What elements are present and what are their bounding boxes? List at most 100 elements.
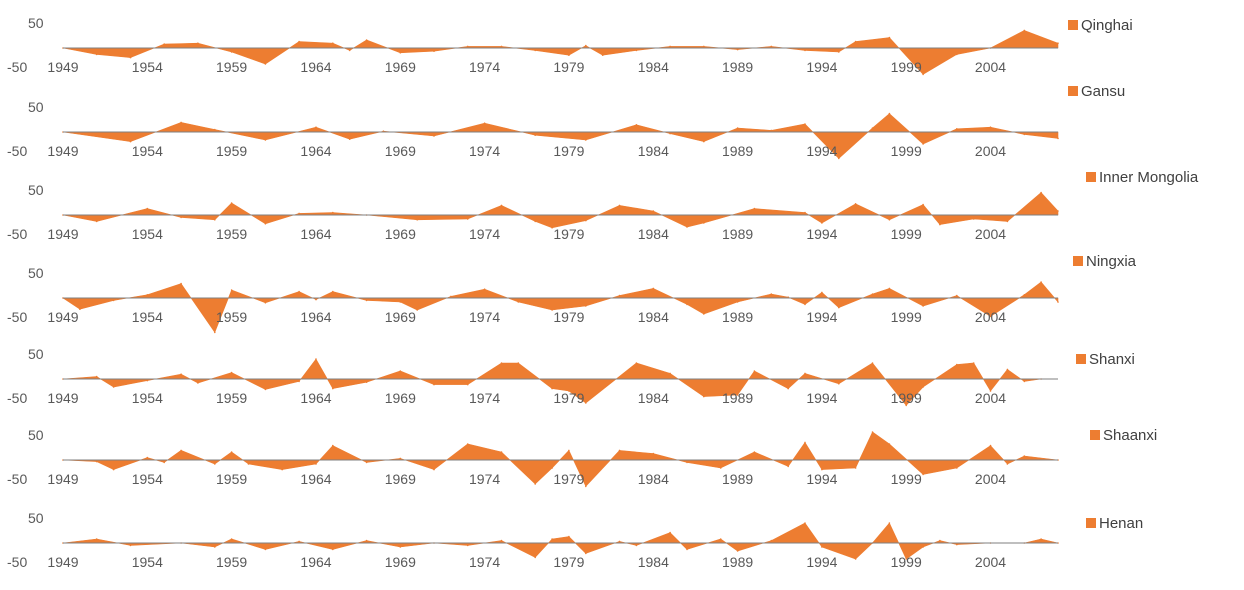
data-point: [500, 45, 503, 48]
x-tick-label: 1994: [806, 390, 837, 406]
data-point: [838, 306, 840, 309]
x-tick-label: 1964: [300, 309, 331, 325]
x-tick-label: 1954: [132, 226, 163, 242]
data-point: [517, 362, 520, 364]
data-point: [281, 468, 284, 471]
x-tick-label: 1959: [216, 554, 247, 570]
data-point: [989, 390, 992, 392]
legend-swatch: [1076, 354, 1086, 364]
x-tick-label: 1959: [216, 471, 247, 487]
data-point: [112, 299, 115, 302]
data-point: [1057, 301, 1059, 303]
x-tick-label: 1984: [638, 226, 669, 242]
data-point: [821, 291, 823, 294]
x-tick-label: 1979: [553, 309, 584, 325]
data-point: [466, 544, 469, 547]
x-tick-label: 1984: [638, 390, 669, 406]
data-point: [804, 372, 806, 375]
data-point: [669, 45, 671, 48]
data-point: [871, 127, 874, 129]
data-point: [871, 431, 874, 433]
data-point: [416, 219, 419, 221]
data-point: [230, 451, 233, 453]
x-tick-label: 1949: [47, 471, 78, 487]
data-point: [753, 207, 756, 210]
data-point: [838, 383, 840, 385]
data-point: [433, 383, 435, 386]
x-tick-label: 1954: [132, 471, 163, 487]
data-point: [635, 544, 638, 547]
legend-label: Qinghai: [1081, 17, 1133, 34]
data-point: [804, 123, 806, 125]
data-point: [230, 289, 233, 291]
data-point: [854, 40, 857, 43]
data-point: [214, 331, 216, 334]
data-point: [332, 548, 334, 551]
data-point: [1006, 220, 1009, 223]
data-point: [669, 132, 671, 135]
x-tick-label: 1964: [300, 143, 331, 159]
x-tick-label: 1989: [722, 143, 753, 159]
x-tick-label: 1964: [300, 59, 331, 75]
data-point: [703, 45, 705, 48]
data-point: [399, 301, 402, 303]
x-tick-label: 1964: [300, 390, 331, 406]
data-point: [854, 558, 857, 560]
data-point: [770, 539, 773, 542]
x-tick-label: 1994: [806, 471, 837, 487]
data-point: [1006, 368, 1009, 371]
data-point: [95, 53, 98, 56]
data-point: [635, 49, 638, 52]
data-point: [264, 548, 267, 551]
panel-inner-mongolia: 50 -50 1949 1954 1959 1964 1969 1974 1979 1984 198…: [7, 169, 1199, 242]
data-point: [719, 538, 722, 540]
data-point: [230, 538, 233, 540]
x-tick-label: 1949: [47, 59, 78, 75]
x-tick-label: 1989: [722, 226, 753, 242]
data-point: [551, 538, 553, 540]
data-point: [197, 382, 199, 384]
x-tick-label: 1989: [722, 309, 753, 325]
data-point: [112, 468, 115, 471]
x-tick-label: 1999: [891, 471, 922, 487]
data-point: [972, 362, 975, 364]
data-point: [551, 309, 553, 311]
panel-ningxia: 50 -50 1949 1954 1959 1964 1969 1974 1979 1984 198…: [7, 253, 1137, 334]
data-point: [163, 43, 165, 45]
x-tick-label: 1949: [47, 226, 78, 242]
x-tick-label: 1989: [722, 390, 753, 406]
x-tick-label: 1989: [722, 471, 753, 487]
x-tick-label: 1959: [216, 226, 247, 242]
data-point: [989, 444, 992, 447]
data-point: [905, 558, 907, 560]
x-tick-label: 1989: [722, 554, 753, 570]
data-point: [618, 540, 621, 543]
data-point: [888, 36, 891, 39]
data-point: [956, 128, 958, 130]
x-tick-label: 1994: [806, 309, 837, 325]
data-point: [618, 294, 621, 297]
data-point: [585, 552, 587, 555]
x-tick-label: 1984: [638, 59, 669, 75]
data-point: [686, 548, 688, 551]
data-point: [348, 49, 351, 52]
legend-swatch: [1068, 20, 1078, 30]
data-point: [787, 387, 789, 390]
y-tick-label: 50: [28, 182, 44, 198]
y-tick-label: -50: [7, 143, 27, 159]
data-point: [821, 546, 823, 548]
x-tick-label: 2004: [975, 59, 1006, 75]
legend-swatch: [1090, 430, 1100, 440]
data-point: [669, 372, 671, 375]
data-point: [298, 540, 300, 543]
data-point: [95, 538, 98, 540]
data-point: [871, 362, 874, 364]
data-point: [433, 468, 435, 471]
data-point: [95, 220, 98, 223]
data-point: [1057, 42, 1059, 44]
data-point: [585, 219, 587, 222]
x-tick-label: 1994: [806, 143, 837, 159]
x-tick-label: 1974: [469, 59, 500, 75]
data-point: [466, 45, 469, 48]
data-point: [180, 282, 182, 285]
